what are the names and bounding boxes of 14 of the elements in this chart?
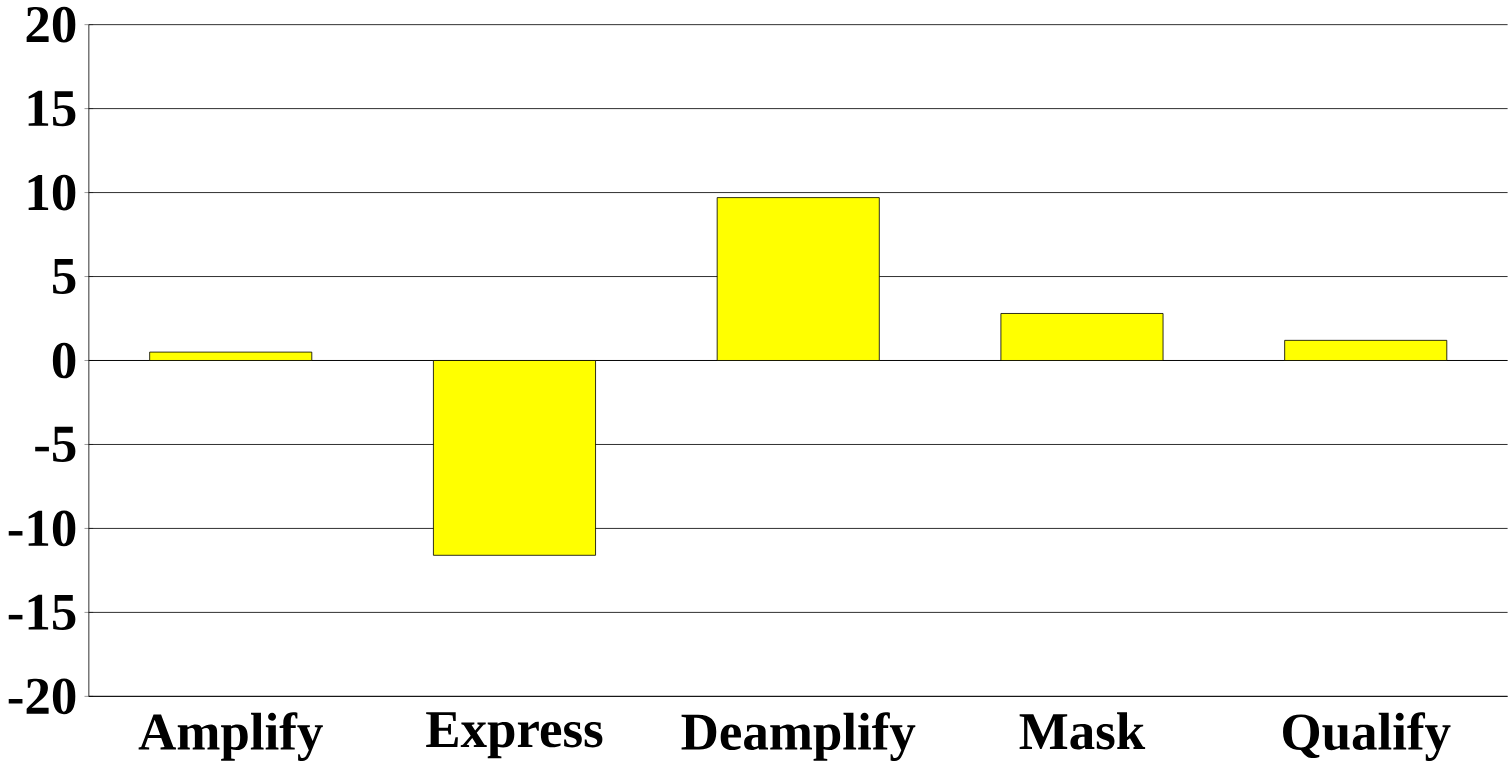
y-tick-label: -20 [8,678,76,715]
y-tick-label: 15 [28,91,76,127]
y-tick-label: 10 [28,174,76,211]
y-tick-label: -15 [8,594,76,631]
y-tick-label: -5 [35,427,76,463]
x-tick-label: Deamplify [681,712,916,762]
y-tick-label: 20 [26,6,76,43]
x-tick-label: Qualify [1283,712,1451,762]
x-tick-label: Amplify [138,712,323,762]
y-tick-label: 0 [52,342,76,379]
y-tick-label: 5 [52,259,76,295]
x-tick-label: Mask [1019,712,1146,750]
y-tick-label: -10 [8,510,76,547]
x-tick-label: Express [426,712,603,759]
